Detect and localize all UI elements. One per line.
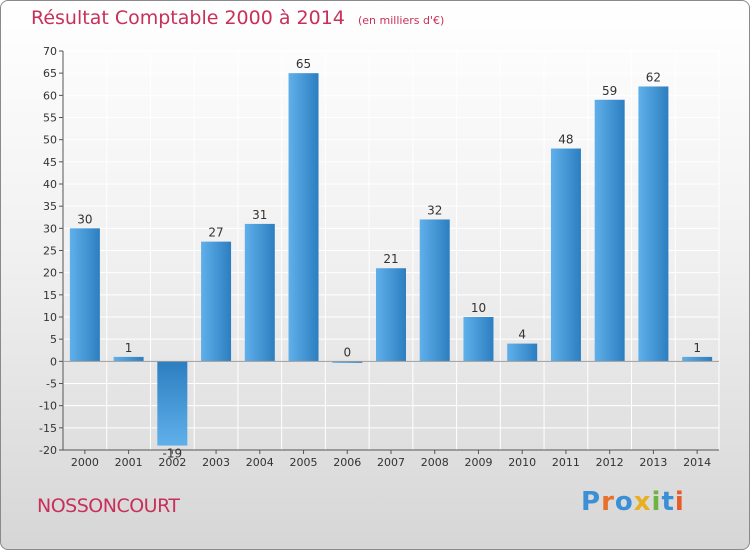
y-tick-label: 10 bbox=[43, 311, 57, 324]
x-tick-label-2002: 2002 bbox=[158, 456, 186, 469]
data-label-2014: 1 bbox=[693, 341, 701, 355]
bar-2004 bbox=[244, 223, 275, 362]
y-tick-label: 45 bbox=[43, 156, 57, 169]
y-tick-label: -5 bbox=[46, 378, 57, 391]
data-label-2009: 10 bbox=[471, 301, 486, 315]
y-tick-label: 60 bbox=[43, 89, 57, 102]
bar-2000 bbox=[69, 228, 100, 362]
bar-2008 bbox=[419, 219, 450, 362]
y-tick-label: 0 bbox=[50, 355, 57, 368]
x-tick-label-2012: 2012 bbox=[596, 456, 624, 469]
logo-letter: i bbox=[674, 487, 685, 517]
x-tick-label-2007: 2007 bbox=[377, 456, 405, 469]
data-label-2002: -19 bbox=[163, 447, 183, 461]
data-label-2006: 0 bbox=[343, 345, 351, 359]
x-tick-label-2000: 2000 bbox=[71, 456, 99, 469]
y-tick-label: -20 bbox=[39, 444, 57, 457]
bar-2007 bbox=[376, 268, 406, 362]
labels-layer: -20-15-10-505101520253035404550556065703… bbox=[39, 45, 711, 469]
x-tick-label-2011: 2011 bbox=[552, 456, 580, 469]
bar-2013 bbox=[638, 86, 669, 362]
y-tick-label: 70 bbox=[43, 45, 57, 58]
data-label-2013: 62 bbox=[646, 70, 661, 84]
title-block: Résultat Comptable 2000 à 2014 (en milli… bbox=[31, 7, 444, 29]
chart-title: Résultat Comptable 2000 à 2014 bbox=[31, 7, 345, 29]
bar-2005 bbox=[288, 73, 319, 362]
y-tick-label: 65 bbox=[43, 67, 57, 80]
data-label-2005: 65 bbox=[296, 57, 311, 71]
logo-letter: P bbox=[581, 487, 602, 517]
y-tick-label: 35 bbox=[43, 200, 57, 213]
y-tick-label: 5 bbox=[50, 333, 57, 346]
logo-letter: t bbox=[661, 487, 675, 517]
x-tick-label-2010: 2010 bbox=[508, 456, 536, 469]
logo-letter: o bbox=[614, 487, 634, 517]
y-tick-label: 50 bbox=[43, 134, 57, 147]
x-tick-label-2008: 2008 bbox=[421, 456, 449, 469]
data-label-2010: 4 bbox=[518, 328, 526, 342]
y-tick-label: 25 bbox=[43, 245, 57, 258]
logo-letter: i bbox=[651, 487, 662, 517]
logo-letter: x bbox=[633, 487, 652, 517]
bar-2002 bbox=[157, 361, 188, 446]
data-label-2000: 30 bbox=[77, 212, 92, 226]
y-tick-label: 20 bbox=[43, 267, 57, 280]
town-name: NOSSONCOURT bbox=[37, 495, 180, 517]
data-label-2008: 32 bbox=[427, 203, 442, 217]
logo-letter: r bbox=[601, 487, 615, 517]
bars-layer bbox=[69, 73, 713, 446]
bar-2010 bbox=[507, 343, 538, 362]
x-tick-label-2003: 2003 bbox=[202, 456, 230, 469]
bar-2003 bbox=[201, 241, 232, 362]
x-tick-label-2001: 2001 bbox=[115, 456, 143, 469]
x-tick-label-2013: 2013 bbox=[639, 456, 667, 469]
bar-2001 bbox=[113, 356, 144, 362]
chart-unit-note: (en milliers d'€) bbox=[357, 14, 445, 27]
bar-2009 bbox=[463, 317, 494, 362]
bar-2014 bbox=[682, 356, 713, 362]
y-tick-label: -15 bbox=[39, 422, 57, 435]
data-label-2007: 21 bbox=[383, 252, 398, 266]
data-label-2004: 31 bbox=[252, 208, 267, 222]
x-tick-label-2005: 2005 bbox=[290, 456, 318, 469]
data-label-2012: 59 bbox=[602, 84, 617, 98]
data-label-2011: 48 bbox=[558, 133, 573, 147]
bar-2006 bbox=[332, 361, 363, 363]
bar-2011 bbox=[550, 148, 581, 362]
data-label-2003: 27 bbox=[208, 226, 223, 240]
x-tick-label-2006: 2006 bbox=[333, 456, 361, 469]
y-tick-label: 30 bbox=[43, 222, 57, 235]
x-tick-label-2004: 2004 bbox=[246, 456, 274, 469]
y-tick-label: 55 bbox=[43, 112, 57, 125]
y-tick-label: -10 bbox=[39, 400, 57, 413]
axis-layer bbox=[59, 50, 719, 454]
bar-2012 bbox=[594, 99, 625, 362]
x-tick-label-2014: 2014 bbox=[683, 456, 711, 469]
proxiti-logo: Proxiti bbox=[581, 487, 685, 517]
data-label-2001: 1 bbox=[125, 341, 133, 355]
x-tick-label-2009: 2009 bbox=[464, 456, 492, 469]
y-tick-label: 40 bbox=[43, 178, 57, 191]
y-tick-label: 15 bbox=[43, 289, 57, 302]
